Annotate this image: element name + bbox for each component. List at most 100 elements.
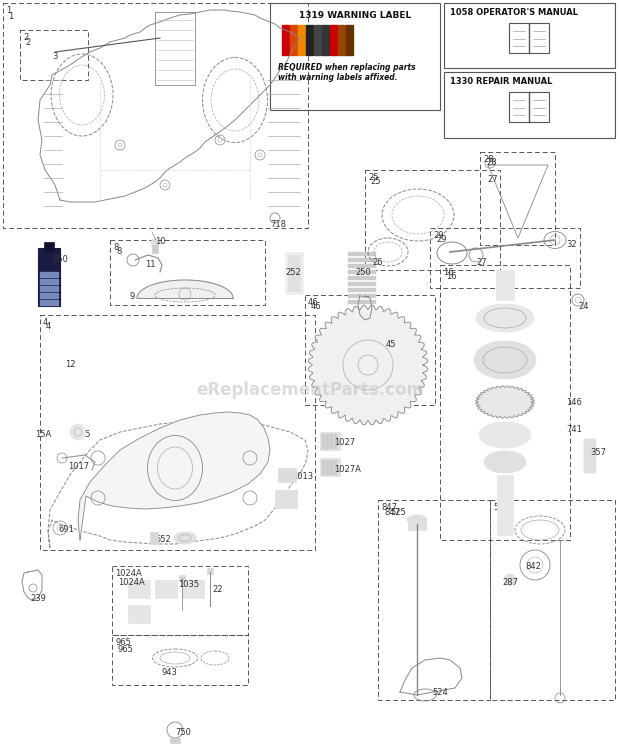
Text: 1035: 1035 <box>178 580 199 589</box>
Bar <box>348 282 376 286</box>
Bar <box>152 245 158 253</box>
Text: 1027A: 1027A <box>334 465 361 474</box>
Circle shape <box>151 239 159 247</box>
Text: 847: 847 <box>384 508 400 517</box>
Text: 239: 239 <box>30 594 46 603</box>
Text: 25: 25 <box>368 173 378 182</box>
Text: 2: 2 <box>25 38 30 47</box>
Text: 847: 847 <box>381 503 397 512</box>
Text: 8: 8 <box>113 243 118 252</box>
Polygon shape <box>78 412 270 540</box>
Text: 1027: 1027 <box>334 438 355 447</box>
Text: 15A: 15A <box>35 430 51 439</box>
Bar <box>490 500 615 700</box>
Bar <box>334 434 336 448</box>
Bar <box>348 270 376 274</box>
Bar <box>408 520 426 530</box>
Text: 691: 691 <box>58 525 74 534</box>
Text: 45: 45 <box>386 340 397 349</box>
Text: 10: 10 <box>155 237 166 246</box>
Bar <box>348 300 376 304</box>
Bar <box>330 460 332 474</box>
Bar <box>40 286 58 291</box>
Bar <box>430 228 580 288</box>
Bar <box>509 92 549 122</box>
Bar <box>40 293 58 298</box>
Text: 415: 415 <box>282 498 298 507</box>
Bar <box>322 25 329 55</box>
Bar <box>348 288 376 292</box>
Text: 252: 252 <box>285 268 301 277</box>
Bar <box>182 580 204 598</box>
Bar <box>348 276 376 280</box>
Bar <box>285 252 303 294</box>
Ellipse shape <box>479 422 531 448</box>
Bar <box>40 315 315 550</box>
Bar <box>150 532 158 544</box>
Text: 16: 16 <box>443 268 454 277</box>
Bar <box>270 3 440 110</box>
Bar <box>305 295 435 405</box>
Text: 525: 525 <box>390 508 405 517</box>
Bar <box>348 258 376 262</box>
Bar <box>290 25 297 55</box>
Text: 16: 16 <box>446 272 456 281</box>
Text: 4: 4 <box>43 318 48 327</box>
Text: 741: 741 <box>566 425 582 434</box>
Bar <box>497 475 513 535</box>
Bar <box>110 240 265 305</box>
Bar <box>320 458 340 476</box>
Bar <box>326 460 328 474</box>
Text: 943: 943 <box>162 668 178 677</box>
Bar <box>306 25 313 55</box>
Text: 1024A: 1024A <box>118 578 144 587</box>
Text: 9: 9 <box>130 292 135 301</box>
Bar <box>496 270 514 300</box>
Bar <box>365 170 500 270</box>
Bar <box>40 272 58 277</box>
Bar <box>298 25 305 55</box>
Bar <box>179 575 185 581</box>
Text: 1024A: 1024A <box>115 569 142 578</box>
Text: 11: 11 <box>145 260 156 269</box>
Bar <box>128 580 150 598</box>
Text: 8: 8 <box>116 247 122 256</box>
Text: 718: 718 <box>270 220 286 229</box>
Text: 552: 552 <box>155 535 170 544</box>
Text: 523: 523 <box>493 503 509 512</box>
Bar <box>444 72 615 138</box>
Ellipse shape <box>407 515 427 525</box>
Bar <box>207 568 213 574</box>
Bar <box>444 3 615 68</box>
Text: 1330 REPAIR MANUAL: 1330 REPAIR MANUAL <box>450 77 552 86</box>
FancyBboxPatch shape <box>584 439 596 473</box>
Text: 25: 25 <box>370 177 381 186</box>
Text: 250: 250 <box>355 268 371 277</box>
Bar <box>112 566 248 635</box>
Text: 46: 46 <box>308 298 319 307</box>
Ellipse shape <box>174 532 196 544</box>
Text: eReplacementParts.com: eReplacementParts.com <box>196 381 424 399</box>
Text: 1013: 1013 <box>292 472 313 481</box>
Bar <box>112 635 248 685</box>
Bar <box>326 434 328 448</box>
Polygon shape <box>308 305 428 425</box>
Text: 965: 965 <box>118 645 134 654</box>
Text: 2: 2 <box>23 33 29 42</box>
Text: 27: 27 <box>487 175 498 184</box>
Bar <box>378 500 490 700</box>
Bar <box>330 25 337 55</box>
Bar <box>346 25 353 55</box>
Polygon shape <box>137 280 233 298</box>
Text: 20: 20 <box>185 535 195 544</box>
Text: 524: 524 <box>432 688 448 697</box>
Bar <box>440 265 570 540</box>
Bar <box>3 3 308 228</box>
Bar <box>320 432 340 450</box>
Text: 24: 24 <box>578 302 588 311</box>
Text: 27: 27 <box>476 258 487 267</box>
Text: 15: 15 <box>80 430 91 439</box>
Text: 357: 357 <box>590 448 606 457</box>
Bar <box>338 25 345 55</box>
Ellipse shape <box>484 451 526 473</box>
